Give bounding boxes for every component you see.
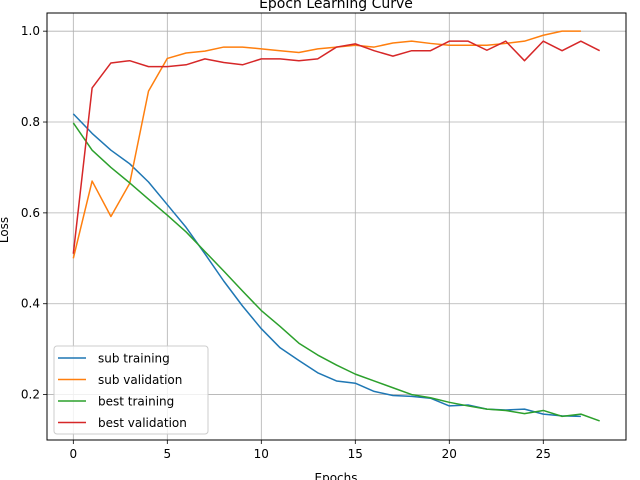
x-tick-label: 25: [536, 447, 551, 461]
y-tick-label: 1.0: [21, 24, 40, 38]
series-line-best-training: [72, 122, 600, 422]
y-axis-ticks: 0.2 0.4 0.6 0.8 1.0: [21, 24, 47, 402]
y-tick-label: 0.6: [21, 206, 40, 220]
x-axis-label: Epochs: [315, 471, 358, 480]
x-axis-ticks: 0 5 10 15 20 25: [69, 440, 551, 461]
legend-label: best validation: [98, 416, 187, 430]
legend: sub training sub validation best training b…: [53, 345, 209, 435]
series-line-sub-validation: [72, 30, 581, 259]
grid-lines: [47, 13, 626, 440]
x-tick-label: 5: [163, 447, 171, 461]
series-lines: [72, 30, 601, 422]
legend-box: [53, 345, 209, 435]
legend-label: sub training: [98, 352, 170, 366]
y-tick-label: 0.8: [21, 115, 40, 129]
legend-label: best training: [98, 395, 174, 409]
series-line-best-validation: [72, 40, 601, 254]
x-tick-label: 20: [442, 447, 457, 461]
y-tick-label: 0.4: [21, 297, 40, 311]
x-tick-label: 10: [254, 447, 269, 461]
x-tick-label: 0: [69, 447, 77, 461]
x-tick-label: 15: [348, 447, 363, 461]
plot-area-frame: [46, 12, 627, 441]
y-tick-label: 0.2: [21, 388, 40, 402]
y-axis-label: Loss: [0, 217, 11, 243]
legend-label: sub validation: [98, 373, 182, 387]
chart-title: Epoch Learning Curve: [259, 0, 413, 12]
